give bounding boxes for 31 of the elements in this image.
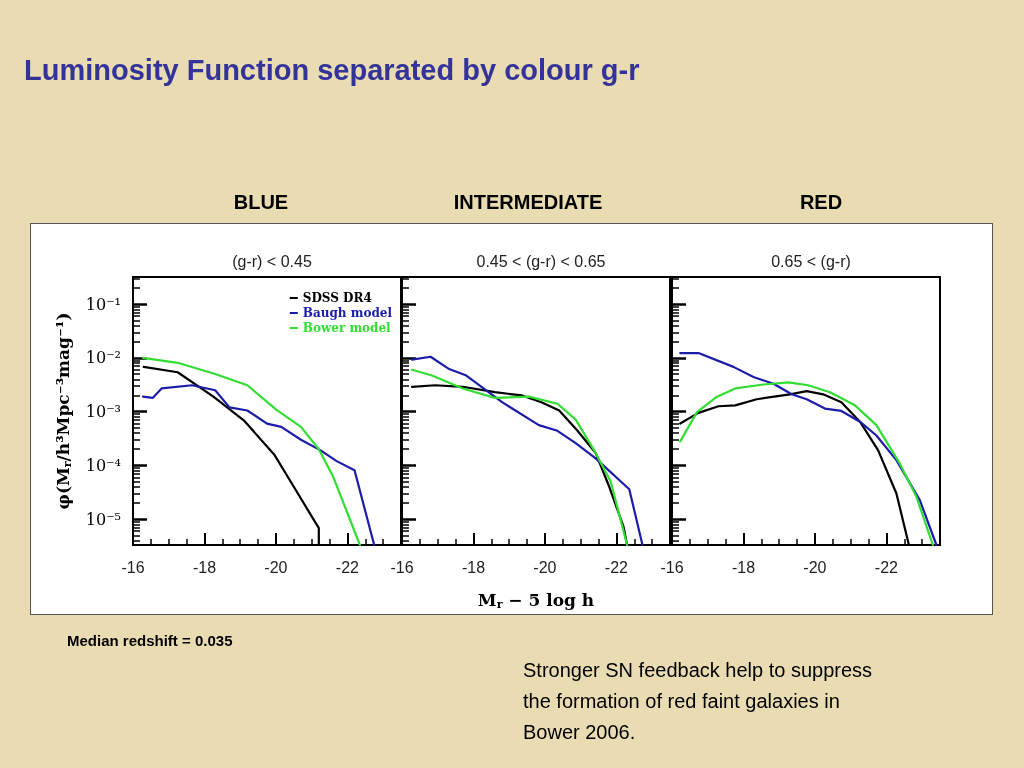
y-tick-label: 10⁻² [85, 348, 121, 368]
x-tick-label: -18 [731, 558, 756, 576]
x-tick-label: -22 [604, 558, 629, 576]
x-tick-label: -16 [660, 558, 684, 576]
y-tick-label: 10⁻⁵ [85, 509, 121, 529]
text: Median redshift = 0.035 [67, 632, 234, 649]
x-tick-label: -20 [264, 558, 288, 576]
x-tick-label: -18 [192, 558, 217, 576]
chart-subtitle: (g-r) < 0.45 [232, 252, 312, 270]
x-tick-label: -22 [874, 558, 899, 576]
chart-subtitle: 0.45 < (g-r) < 0.65 [476, 252, 606, 270]
legend-label: SDSS DR4 [302, 291, 372, 305]
x-tick-label: -22 [335, 558, 360, 576]
chart-title: BLUE [232, 191, 290, 214]
y-tick-label: 10⁻³ [85, 402, 121, 422]
chart-title: RED [798, 191, 844, 214]
x-tick-label: -16 [390, 558, 414, 576]
x-tick-label: -18 [461, 558, 486, 576]
x-tick-label: -20 [533, 558, 557, 576]
y-tick-label: 10⁻⁴ [85, 455, 121, 475]
legend-label: Bower model [302, 321, 392, 335]
y-tick-label: 10⁻¹ [85, 294, 121, 314]
x-tick-label: -20 [803, 558, 827, 576]
chart-title: INTERMEDIATE [452, 191, 604, 214]
legend-label: Baugh model [302, 306, 393, 320]
y-axis-title: φ(Mr/h³Mpc⁻³mag⁻¹) [52, 312, 74, 510]
text: Stronger SN feedback help to suppress the formation of red faint galaxies in Bower 2006. [523, 658, 873, 745]
chart-subtitle: 0.65 < (g-r) [771, 252, 851, 270]
x-tick-label: -16 [121, 558, 145, 576]
text: Luminosity Function separated by colour g-r [24, 54, 641, 87]
line-series [141, 384, 376, 547]
